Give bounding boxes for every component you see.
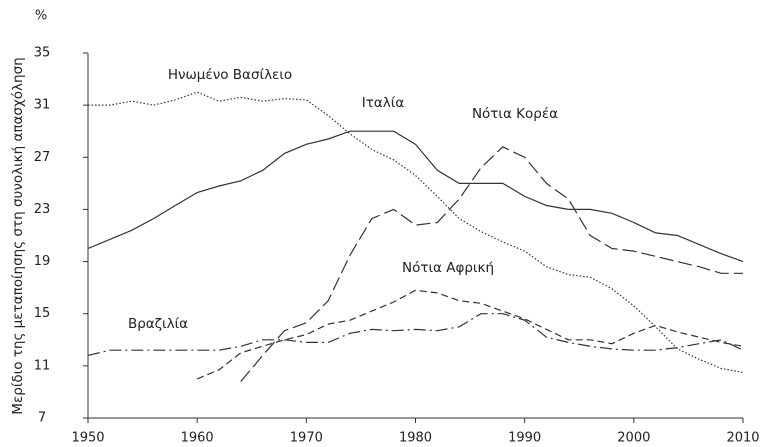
- y-tick-label: 23: [34, 202, 51, 217]
- y-tick-label: 7: [38, 411, 46, 426]
- x-tick-label: 2010: [726, 431, 759, 446]
- x-tick-label: 1990: [508, 431, 541, 446]
- y-axis-label: Μερίδιο της μεταποίησης στη συνολική απα…: [10, 57, 26, 414]
- series-line: [87, 130, 744, 263]
- x-tick-label: 1960: [181, 431, 214, 446]
- series-label: Βραζιλία: [128, 316, 188, 332]
- series-line: [196, 289, 744, 380]
- y-tick-label: 31: [34, 98, 51, 113]
- y-tick-label: 11: [34, 358, 51, 373]
- series-line: [87, 313, 744, 356]
- series-label: Νότια Κορέα: [472, 106, 558, 122]
- x-tick-label: 1950: [71, 431, 104, 446]
- x-tick-label: 2000: [617, 431, 650, 446]
- series-line: [88, 91, 744, 373]
- y-unit: %: [35, 9, 47, 24]
- x-tick-label: 1980: [399, 431, 432, 446]
- series-line: [240, 146, 743, 382]
- x-tick-label: 1970: [290, 431, 323, 446]
- series-label: Ηνωμένο Βασίλειο: [168, 67, 292, 83]
- series-label: Ιταλία: [362, 95, 405, 111]
- y-tick-label: 15: [34, 306, 51, 321]
- y-tick-label: 27: [34, 150, 51, 165]
- series-label: Νότια Αφρική: [402, 260, 494, 276]
- y-tick-label: 35: [34, 46, 51, 61]
- y-tick-label: 19: [34, 254, 51, 269]
